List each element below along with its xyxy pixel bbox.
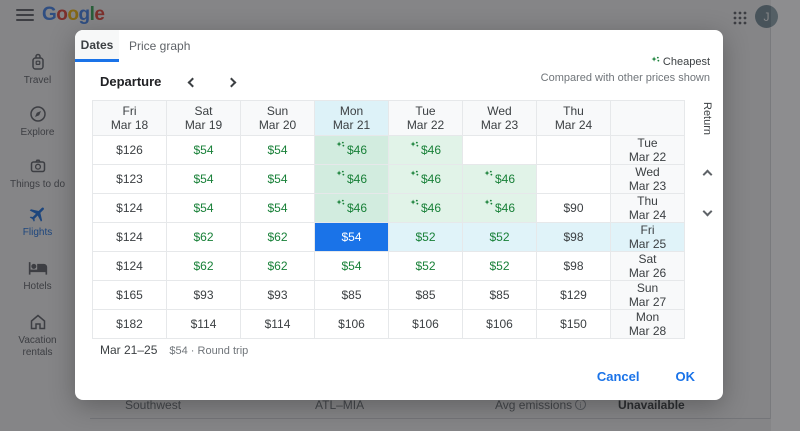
departure-date-header: Wed Mar 23 <box>463 101 537 136</box>
return-next-button[interactable] <box>700 199 715 222</box>
cheapest-sparkle-icon <box>336 199 345 205</box>
return-prev-button[interactable] <box>700 162 715 185</box>
return-column-header <box>611 101 685 136</box>
price-cell[interactable]: $85 <box>463 281 537 310</box>
cheapest-sparkle-icon <box>651 56 660 62</box>
price-cell[interactable]: $54 <box>241 194 315 223</box>
price-cell[interactable]: $106 <box>315 310 389 339</box>
price-cell[interactable]: $114 <box>167 310 241 339</box>
price-cell[interactable]: $85 <box>389 281 463 310</box>
price-cell[interactable]: $62 <box>167 223 241 252</box>
cheapest-sparkle-icon <box>484 170 493 176</box>
cheapest-label: Cheapest <box>662 56 710 68</box>
price-cell[interactable]: $93 <box>241 281 315 310</box>
return-date-label: Wed Mar 23 <box>611 165 685 194</box>
cheapest-legend: Cheapest Compared with other prices show… <box>541 56 710 84</box>
departure-date-header: Sat Mar 19 <box>167 101 241 136</box>
departure-date-header: Thu Mar 24 <box>537 101 611 136</box>
price-cell[interactable]: $54 <box>315 223 389 252</box>
price-cell <box>537 165 611 194</box>
price-cell[interactable]: $123 <box>93 165 167 194</box>
price-cell[interactable]: $98 <box>537 223 611 252</box>
return-date-label: Fri Mar 25 <box>611 223 685 252</box>
price-cell[interactable]: $98 <box>537 252 611 281</box>
price-cell[interactable]: $54 <box>241 165 315 194</box>
departure-prev-button[interactable] <box>185 72 200 91</box>
return-date-label: Sat Mar 26 <box>611 252 685 281</box>
price-cell[interactable]: $54 <box>167 165 241 194</box>
price-cell[interactable]: $106 <box>463 310 537 339</box>
price-cell[interactable]: $46 <box>389 136 463 165</box>
price-cell[interactable]: $85 <box>315 281 389 310</box>
cancel-button[interactable]: Cancel <box>583 361 654 392</box>
price-cell[interactable]: $124 <box>93 194 167 223</box>
price-cell[interactable]: $46 <box>315 165 389 194</box>
compared-label: Compared with other prices shown <box>540 72 710 84</box>
selection-summary: Mar 21–25 $54 · Round trip <box>100 343 248 357</box>
price-cell[interactable]: $62 <box>241 252 315 281</box>
tab-dates[interactable]: Dates <box>75 30 119 62</box>
return-date-label: Thu Mar 24 <box>611 194 685 223</box>
price-cell <box>463 136 537 165</box>
price-cell[interactable]: $46 <box>389 194 463 223</box>
ok-button[interactable]: OK <box>662 361 710 392</box>
price-cell[interactable]: $54 <box>167 136 241 165</box>
cheapest-sparkle-icon <box>410 170 419 176</box>
price-cell[interactable]: $46 <box>315 194 389 223</box>
price-cell[interactable]: $129 <box>537 281 611 310</box>
price-cell[interactable]: $165 <box>93 281 167 310</box>
price-cell[interactable]: $46 <box>463 165 537 194</box>
price-cell[interactable]: $150 <box>537 310 611 339</box>
price-cell[interactable]: $124 <box>93 223 167 252</box>
cheapest-sparkle-icon <box>336 170 345 176</box>
selected-price-summary: $54 · Round trip <box>169 345 249 357</box>
departure-label: Departure <box>100 74 162 89</box>
price-cell[interactable]: $126 <box>93 136 167 165</box>
cheapest-sparkle-icon <box>484 199 493 205</box>
date-picker-dialog: Dates Price graph Departure Cheapest Com… <box>75 30 723 400</box>
selected-date-range: Mar 21–25 <box>100 343 158 357</box>
price-cell[interactable]: $52 <box>389 223 463 252</box>
departure-next-button[interactable] <box>224 72 239 91</box>
price-cell[interactable]: $54 <box>241 136 315 165</box>
dialog-tabs: Dates Price graph <box>75 30 200 62</box>
price-cell[interactable]: $182 <box>93 310 167 339</box>
price-cell[interactable]: $54 <box>315 252 389 281</box>
departure-date-header: Mon Mar 21 <box>315 101 389 136</box>
price-cell[interactable]: $52 <box>463 252 537 281</box>
cheapest-sparkle-icon <box>410 199 419 205</box>
page-gutter <box>771 0 800 431</box>
return-date-label: Tue Mar 22 <box>611 136 685 165</box>
return-axis-label: Return <box>701 102 713 136</box>
cheapest-sparkle-icon <box>336 141 345 147</box>
price-cell[interactable]: $62 <box>167 252 241 281</box>
cheapest-sparkle-icon <box>410 141 419 147</box>
departure-date-header: Fri Mar 18 <box>93 101 167 136</box>
price-cell[interactable]: $46 <box>389 165 463 194</box>
return-rail: Return <box>695 102 719 222</box>
price-cell[interactable]: $62 <box>241 223 315 252</box>
return-date-label: Mon Mar 28 <box>611 310 685 339</box>
price-cell[interactable]: $106 <box>389 310 463 339</box>
price-cell[interactable]: $124 <box>93 252 167 281</box>
return-date-label: Sun Mar 27 <box>611 281 685 310</box>
price-cell[interactable]: $114 <box>241 310 315 339</box>
departure-date-header: Tue Mar 22 <box>389 101 463 136</box>
price-cell[interactable]: $46 <box>463 194 537 223</box>
tab-price-graph[interactable]: Price graph <box>129 39 191 53</box>
price-cell[interactable]: $46 <box>315 136 389 165</box>
price-cell[interactable]: $90 <box>537 194 611 223</box>
departure-date-header: Sun Mar 20 <box>241 101 315 136</box>
date-grid: Fri Mar 18 Sat Mar 19 Sun Mar 20 Mon Mar 21 Tue M… <box>92 100 685 339</box>
price-cell <box>537 136 611 165</box>
price-cell[interactable]: $93 <box>167 281 241 310</box>
price-cell[interactable]: $52 <box>389 252 463 281</box>
price-cell[interactable]: $54 <box>167 194 241 223</box>
price-cell[interactable]: $52 <box>463 223 537 252</box>
